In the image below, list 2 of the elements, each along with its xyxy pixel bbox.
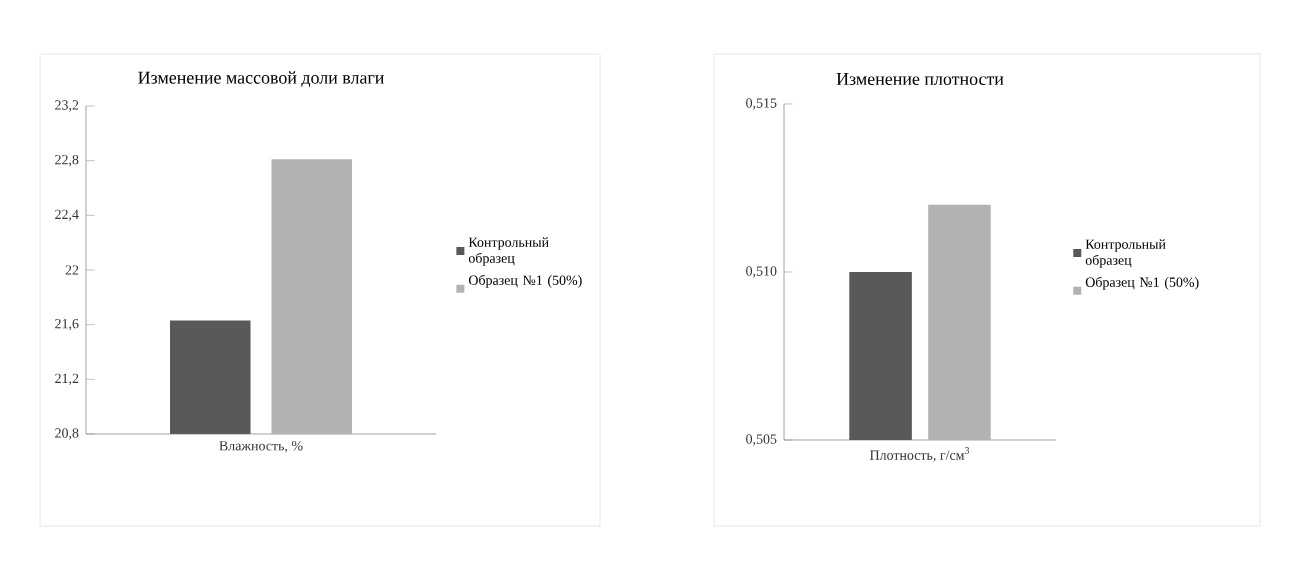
chart-title: Изменение массовой доли влаги (138, 71, 384, 88)
chart-title: Изменение плотности (836, 73, 1004, 86)
